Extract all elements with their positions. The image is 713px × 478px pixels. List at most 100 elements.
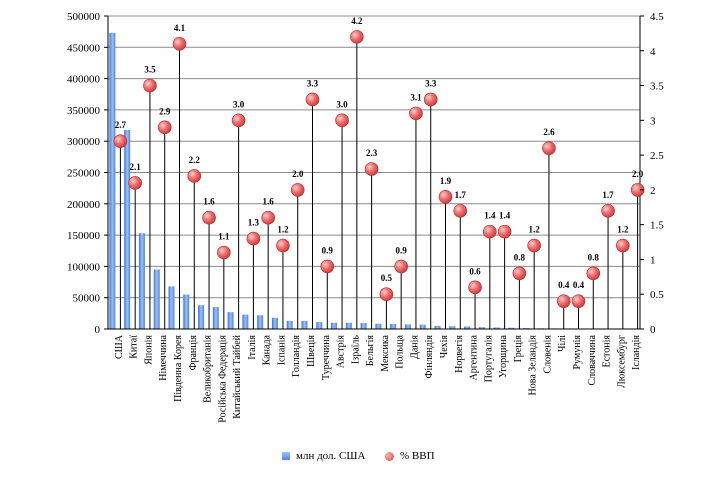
left-tick-label: 250000 bbox=[67, 168, 101, 180]
data-label: 0.9 bbox=[396, 245, 408, 255]
data-point bbox=[394, 259, 408, 274]
data-label: 1.7 bbox=[455, 190, 467, 200]
data-point bbox=[231, 113, 246, 128]
dot-series bbox=[113, 30, 645, 308]
data-label: 4.1 bbox=[174, 23, 186, 33]
category-label: Люксембург bbox=[616, 335, 627, 388]
data-label: 0.4 bbox=[573, 280, 585, 290]
bar bbox=[124, 129, 131, 329]
right-tick-label: 4 bbox=[650, 46, 656, 58]
data-label: 2.2 bbox=[189, 155, 201, 165]
category-label: Португалія bbox=[483, 335, 494, 383]
left-tick-label: 0 bbox=[95, 324, 101, 336]
bar bbox=[242, 314, 249, 329]
data-label: 1.6 bbox=[203, 197, 215, 207]
legend-item-bar: млн дол. США bbox=[282, 450, 365, 462]
category-labels: США Китаї Японія Німеччина Південна Корея Фра… bbox=[114, 334, 642, 422]
category-label: Швеція bbox=[306, 335, 317, 367]
data-label: 0.9 bbox=[322, 245, 334, 255]
left-tick-label: 100000 bbox=[67, 261, 101, 273]
data-point bbox=[261, 210, 275, 225]
data-point bbox=[630, 183, 645, 197]
bar bbox=[375, 323, 382, 329]
legend: млн дол. США % ВВП bbox=[0, 450, 713, 470]
data-point bbox=[290, 183, 305, 197]
right-tick-label: 1 bbox=[650, 254, 656, 266]
bar bbox=[331, 322, 338, 329]
data-label: 1.2 bbox=[277, 225, 289, 235]
data-label: 2.9 bbox=[159, 106, 171, 116]
right-tick-label: 0.5 bbox=[650, 289, 664, 301]
data-point bbox=[483, 224, 497, 239]
data-point bbox=[542, 141, 556, 155]
category-label: Чехія bbox=[439, 335, 450, 359]
left-tick-label: 500000 bbox=[67, 11, 101, 23]
data-point bbox=[453, 203, 468, 218]
data-point bbox=[409, 106, 423, 121]
legend-bar-label: млн дол. США bbox=[296, 450, 366, 462]
bar bbox=[419, 324, 426, 329]
category-label: Угорщина bbox=[498, 334, 509, 377]
data-point bbox=[571, 294, 586, 308]
category-label: Канада bbox=[262, 334, 273, 365]
legend-dot-label: % ВВП bbox=[400, 450, 435, 462]
data-point bbox=[556, 294, 571, 308]
data-point bbox=[320, 259, 335, 274]
legend-bar-swatch bbox=[282, 452, 290, 460]
category-label: Китайський Тайбей bbox=[232, 334, 243, 418]
data-label: 0.5 bbox=[381, 273, 393, 283]
bar bbox=[271, 317, 278, 329]
bar bbox=[390, 323, 397, 329]
data-label: 2.7 bbox=[115, 120, 127, 130]
data-point bbox=[423, 92, 438, 107]
bar bbox=[345, 322, 352, 329]
bar bbox=[257, 315, 264, 329]
data-point bbox=[616, 238, 630, 253]
data-label: 2.6 bbox=[543, 127, 555, 137]
data-label: 1.4 bbox=[499, 211, 511, 221]
bar-series bbox=[109, 32, 633, 330]
data-label: 1.9 bbox=[440, 176, 452, 186]
legend-item-dot: % ВВП bbox=[385, 450, 435, 462]
category-label: Словаччина bbox=[587, 334, 598, 385]
right-tick-label: 3.5 bbox=[650, 81, 664, 93]
category-label: Іспанія bbox=[276, 335, 287, 366]
bar bbox=[109, 32, 116, 329]
data-point bbox=[246, 231, 261, 246]
right-axis-ticks: 0 0.5 1 1.5 2 2.5 3 3.5 4 4.5 bbox=[640, 11, 664, 336]
data-labels: 2.7 2.1 3.5 2.9 4.1 2.2 1.6 1.1 3.0 1.3 1.6 1.2 2.0 3… bbox=[115, 16, 644, 290]
bar bbox=[183, 294, 190, 329]
data-label: 3.3 bbox=[425, 78, 437, 88]
data-point bbox=[512, 266, 527, 281]
bar bbox=[316, 322, 323, 329]
data-point bbox=[335, 113, 349, 128]
data-point bbox=[128, 176, 142, 190]
category-label: Бельгія bbox=[365, 335, 376, 367]
left-tick-label: 200000 bbox=[67, 199, 101, 211]
bar bbox=[508, 327, 515, 329]
data-point bbox=[497, 224, 512, 239]
left-tick-label: 150000 bbox=[67, 230, 101, 242]
data-label: 2.0 bbox=[292, 169, 304, 179]
category-label: Данія bbox=[409, 335, 420, 359]
category-label: Фінляндія bbox=[424, 335, 435, 379]
data-label: 1.6 bbox=[263, 197, 275, 207]
bar bbox=[493, 327, 500, 329]
data-point bbox=[438, 190, 453, 204]
data-label: 1.3 bbox=[248, 218, 260, 228]
data-label: 3.3 bbox=[307, 78, 319, 88]
data-label: 2.0 bbox=[632, 169, 644, 179]
category-label: Великобританія bbox=[203, 335, 214, 403]
data-label: 0.6 bbox=[469, 266, 481, 276]
category-label: Мексика bbox=[380, 334, 391, 371]
data-point bbox=[468, 280, 482, 295]
category-label: Словенія bbox=[542, 335, 553, 374]
category-label: Туреччина bbox=[321, 334, 332, 380]
bar bbox=[286, 320, 293, 329]
bar bbox=[227, 312, 234, 329]
category-label: Ісландія bbox=[631, 335, 642, 370]
data-label: 1.4 bbox=[484, 211, 496, 221]
data-point bbox=[202, 210, 216, 225]
category-label: Румунія bbox=[572, 335, 583, 370]
right-tick-label: 2 bbox=[650, 185, 656, 197]
